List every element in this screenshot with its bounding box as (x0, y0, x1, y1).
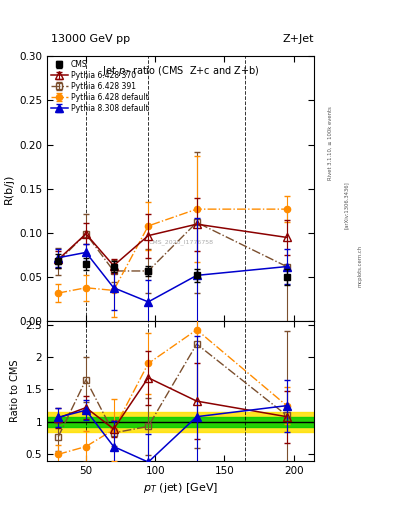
Text: mcplots.cern.ch: mcplots.cern.ch (358, 245, 363, 287)
Text: [arXiv:1306.3436]: [arXiv:1306.3436] (344, 181, 349, 229)
Text: Rivet 3.1.10, ≥ 100k events: Rivet 3.1.10, ≥ 100k events (328, 106, 333, 180)
Text: CMS_2020_I1776758: CMS_2020_I1776758 (148, 239, 213, 245)
Legend: CMS, Pythia 6.428 370, Pythia 6.428 391, Pythia 6.428 default, Pythia 8.308 defa: CMS, Pythia 6.428 370, Pythia 6.428 391,… (50, 58, 150, 114)
Bar (47, 412, 314, 432)
Bar (47, 417, 314, 427)
Text: 13000 GeV pp: 13000 GeV pp (51, 33, 130, 44)
Y-axis label: R(b/j): R(b/j) (4, 174, 14, 204)
Y-axis label: Ratio to CMS: Ratio to CMS (10, 360, 20, 422)
Text: Jet $p_T$ ratio (CMS  Z+c and Z+b): Jet $p_T$ ratio (CMS Z+c and Z+b) (102, 65, 260, 78)
X-axis label: $p_T$ (jet) [GeV]: $p_T$ (jet) [GeV] (143, 481, 218, 495)
Text: Z+Jet: Z+Jet (283, 33, 314, 44)
